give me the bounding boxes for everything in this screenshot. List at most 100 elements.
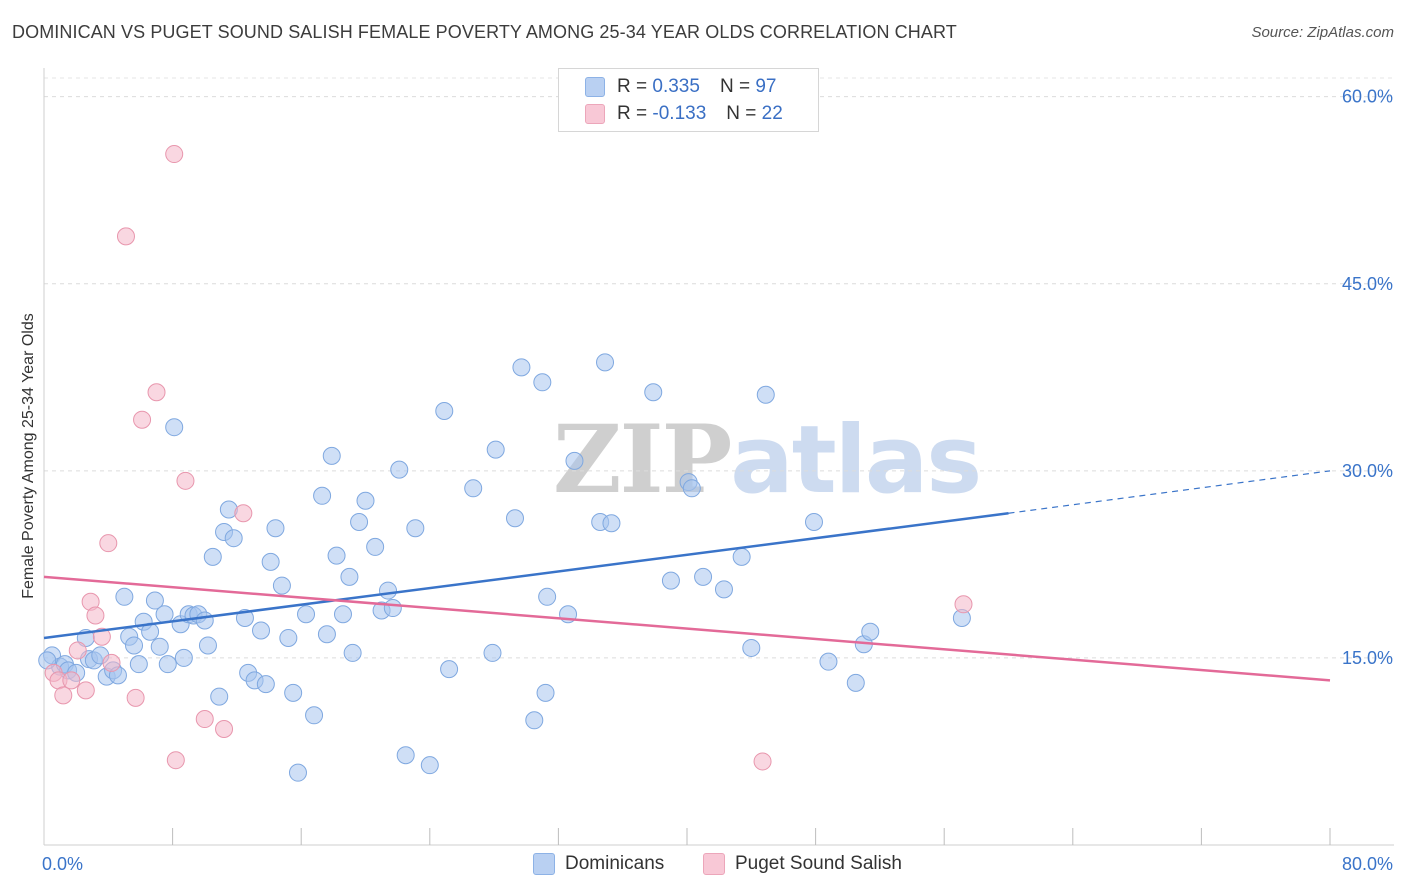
dominicans-point	[343, 643, 362, 662]
dominicans-point	[366, 537, 385, 556]
dominicans-point	[333, 605, 352, 624]
legend-n-label: N =	[719, 76, 751, 97]
dominicans-point	[420, 756, 439, 775]
legend-row-dominicans: R = 0.335 N = 97	[585, 75, 776, 99]
legend-item-salish[interactable]: Puget Sound Salish	[703, 852, 902, 876]
dominicans-point	[846, 673, 865, 692]
legend-n-value: 97	[755, 76, 777, 97]
dominicans-point	[694, 567, 713, 586]
dominicans-point	[390, 460, 409, 479]
dominicans-point	[356, 491, 375, 510]
dominicans-point	[174, 648, 193, 667]
dominicans-point	[279, 628, 298, 647]
dominicans-point	[317, 625, 336, 644]
legend-n-label: N =	[726, 103, 757, 124]
dominicans-point	[327, 546, 346, 565]
dominicans-point	[150, 637, 169, 656]
salish-point	[753, 752, 772, 771]
dominicans-point	[756, 385, 775, 404]
dominicans-points	[38, 353, 971, 782]
dominicans-point	[288, 763, 307, 782]
dominicans-point	[224, 529, 243, 548]
salish-point	[215, 720, 234, 739]
dominicans-point	[158, 655, 177, 674]
trend-lines	[43, 470, 1331, 682]
legend-row-salish: R = -0.133 N = 22	[585, 102, 783, 126]
salish-point	[176, 471, 195, 490]
dominicans-point	[313, 486, 332, 505]
dominicans-point	[297, 605, 316, 624]
dominicans-swatch	[533, 853, 555, 875]
dominicans-point	[322, 446, 341, 465]
salish-points	[44, 145, 973, 771]
zipatlas-watermark: ZIPatlas	[553, 405, 982, 515]
dominicans-point	[483, 643, 502, 662]
salish-point	[86, 606, 105, 625]
dominicans-point	[350, 512, 369, 531]
dominicans-point	[383, 599, 402, 618]
legend-item-dominicans[interactable]: Dominicans	[533, 852, 664, 876]
dominicans-point	[512, 358, 531, 377]
chart-title: DOMINICAN VS PUGET SOUND SALISH FEMALE P…	[12, 22, 957, 42]
dominicans-point	[682, 479, 701, 498]
dominicans-point	[198, 636, 217, 655]
axes	[43, 68, 1394, 846]
salish-point	[147, 383, 166, 402]
salish-point	[133, 410, 152, 429]
dominicans-point	[536, 683, 555, 702]
dominicans-point	[256, 675, 275, 694]
dominicans-trend-extension	[1008, 470, 1331, 514]
salish-point	[54, 686, 73, 705]
dominicans-point	[565, 451, 584, 470]
salish-point	[76, 681, 95, 700]
dominicans-point	[115, 587, 134, 606]
dominicans-point	[533, 373, 552, 392]
legend-r-value: 0.335	[652, 76, 700, 97]
watermark-atlas: atlas	[730, 406, 982, 515]
dominicans-point	[861, 622, 880, 641]
salish-point	[116, 227, 135, 246]
salish-trend-line	[43, 575, 1331, 682]
salish-point	[68, 641, 87, 660]
dominicans-point	[284, 683, 303, 702]
legend-label: Puget Sound Salish	[735, 853, 902, 874]
salish-point	[62, 671, 81, 690]
dominicans-point	[538, 587, 557, 606]
dominicans-point	[195, 611, 214, 630]
salish-point	[166, 751, 185, 770]
salish-swatch	[585, 104, 605, 124]
legend-r-label: R =	[617, 103, 648, 124]
salish-swatch	[703, 853, 725, 875]
dominicans-point	[804, 512, 823, 531]
dominicans-point	[379, 581, 398, 600]
dominicans-point	[261, 552, 280, 571]
y-tick-label: 30.0%	[1342, 461, 1393, 481]
grid-lines	[44, 77, 1394, 659]
salish-point	[99, 534, 118, 553]
y-tick-label: 45.0%	[1342, 274, 1393, 294]
dominicans-point	[440, 660, 459, 679]
dominicans-point	[396, 746, 415, 765]
dominicans-point	[145, 591, 164, 610]
dominicans-trend-line	[43, 512, 1009, 640]
salish-point	[165, 145, 184, 164]
dominicans-point	[406, 519, 425, 538]
dominicans-point	[155, 605, 174, 624]
dominicans-point	[661, 571, 680, 590]
dominicans-point	[602, 514, 621, 533]
legend-r-value: -0.133	[652, 103, 707, 124]
legend-n-value: 22	[761, 103, 783, 124]
dominicans-point	[435, 401, 454, 420]
dominicans-point	[644, 383, 663, 402]
dominicans-point	[525, 711, 544, 730]
salish-point	[102, 653, 121, 672]
salish-point	[126, 688, 145, 707]
stats-legend: R = 0.335 N = 97 R = -0.133 N = 22	[558, 68, 819, 132]
legend-label: Dominicans	[565, 853, 665, 874]
dominicans-point	[596, 353, 615, 372]
salish-point	[954, 595, 973, 614]
y-tick-label: 15.0%	[1342, 648, 1393, 668]
dominicans-point	[272, 576, 291, 595]
dominicans-point	[464, 479, 483, 498]
